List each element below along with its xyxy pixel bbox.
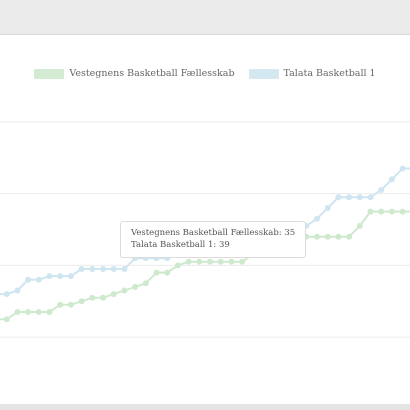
data-point <box>174 262 181 269</box>
data-point <box>110 266 117 272</box>
data-point <box>67 301 74 308</box>
data-point <box>25 276 32 283</box>
data-point <box>110 291 117 298</box>
data-point <box>89 266 96 272</box>
chart-tooltip: Vestegnens Basketball Fællesskab: 35 Tal… <box>120 221 307 258</box>
data-point <box>324 233 331 240</box>
data-point <box>207 258 213 265</box>
legend-swatch-vestegnens <box>34 68 65 79</box>
data-point <box>196 258 203 265</box>
data-point <box>324 205 331 211</box>
data-point <box>46 309 53 315</box>
data-point <box>388 208 395 215</box>
data-point <box>314 233 320 240</box>
tooltip-line-vestegnens: Vestegnens Basketball Fællesskab: 35 <box>131 228 296 238</box>
data-point <box>356 194 363 201</box>
data-point <box>100 266 106 272</box>
data-point <box>367 194 374 201</box>
data-point <box>399 208 406 215</box>
data-point <box>356 222 363 229</box>
data-point <box>185 258 192 265</box>
data-point <box>89 294 96 301</box>
data-point <box>378 187 385 193</box>
data-point <box>142 280 149 287</box>
legend-item-vestegnens[interactable]: Vestegnens Basketball Fællesskab <box>34 68 235 79</box>
data-point <box>239 258 246 265</box>
data-point <box>399 165 406 172</box>
bottom-bar <box>0 404 410 410</box>
series-line-0 <box>0 210 410 321</box>
data-point <box>228 258 235 265</box>
data-point <box>57 301 64 308</box>
data-point <box>57 273 64 280</box>
data-point <box>3 316 10 323</box>
data-point <box>121 287 128 294</box>
data-point <box>67 273 74 280</box>
legend-swatch-talata <box>248 68 279 79</box>
legend-label-vestegnens: Vestegnens Basketball Fællesskab <box>69 68 235 79</box>
legend-item-talata[interactable]: Talata Basketball 1 <box>248 68 376 79</box>
data-point <box>314 215 320 222</box>
data-point <box>121 266 128 272</box>
data-point <box>388 176 395 183</box>
data-point <box>14 287 21 294</box>
data-point <box>35 276 42 283</box>
data-point <box>35 309 42 315</box>
data-point <box>367 208 374 215</box>
data-point <box>46 273 53 280</box>
data-point <box>3 291 10 298</box>
data-point <box>78 298 85 305</box>
chart-legend: Vestegnens Basketball Fællesskab Talata … <box>0 68 410 79</box>
legend-label-talata: Talata Basketball 1 <box>283 68 376 79</box>
data-point <box>335 233 342 240</box>
data-point <box>335 194 342 201</box>
data-point <box>164 269 171 276</box>
data-point <box>100 294 106 301</box>
data-point <box>346 233 353 240</box>
chart-panel <box>0 34 410 405</box>
chart-grid <box>0 121 410 338</box>
data-point <box>14 309 21 315</box>
data-point <box>25 309 32 315</box>
data-point <box>217 258 224 265</box>
data-point <box>378 208 385 215</box>
data-point <box>78 266 85 272</box>
data-point <box>132 283 139 290</box>
data-point <box>153 269 160 276</box>
data-point <box>346 194 353 201</box>
tooltip-line-talata: Talata Basketball 1: 39 <box>131 239 230 250</box>
